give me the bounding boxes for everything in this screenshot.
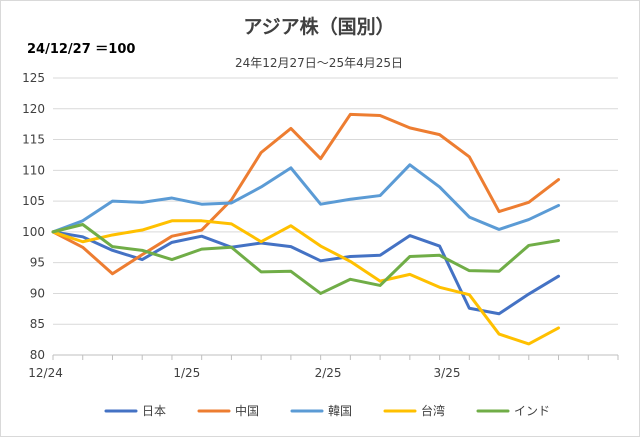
- y-tick-label-120: 120: [22, 102, 45, 116]
- y-tick-label-125: 125: [22, 71, 45, 85]
- series-line-3: [51, 219, 561, 346]
- legend-label-4: インド: [514, 404, 550, 418]
- base-note: 24/12/27 ＝100: [27, 42, 135, 57]
- series-line-4: [51, 223, 561, 295]
- series-line-0: [51, 230, 561, 316]
- x-axis: 12/24 1/25 2/25 3/25: [28, 354, 619, 380]
- y-tick-label-105: 105: [22, 194, 45, 208]
- series-line-2: [51, 163, 561, 234]
- legend-label-3: 台湾: [421, 403, 445, 418]
- chart-title: アジア株（国別）: [243, 15, 394, 38]
- x-tick-label: 2/25: [315, 366, 342, 380]
- y-tick-label-110: 110: [22, 163, 45, 177]
- legend-label-1: 中国: [235, 403, 259, 418]
- legend: 日本 中国 韓国 台湾 インド: [104, 403, 550, 418]
- legend-label-2: 韓国: [328, 404, 352, 418]
- y-tick-label-80: 80: [30, 348, 45, 362]
- y-tick-label-90: 90: [30, 286, 45, 300]
- legend-label-0: 日本: [142, 404, 166, 418]
- x-tick-label: 3/25: [434, 366, 461, 380]
- y-tick-label-115: 115: [22, 133, 45, 147]
- y-tick-label-85: 85: [30, 317, 45, 331]
- x-tick-label: 1/25: [173, 366, 200, 380]
- series-line-1: [51, 112, 561, 276]
- y-axis: 80 85 90 95 100 105 110 115 120 125: [22, 71, 45, 362]
- chart-subtitle: 24年12月27日～25年4月25日: [235, 56, 403, 70]
- x-tick-label: 12/24: [28, 366, 63, 380]
- series-lines: [51, 112, 561, 346]
- y-tick-label-95: 95: [30, 256, 45, 270]
- y-tick-label-100: 100: [22, 225, 45, 239]
